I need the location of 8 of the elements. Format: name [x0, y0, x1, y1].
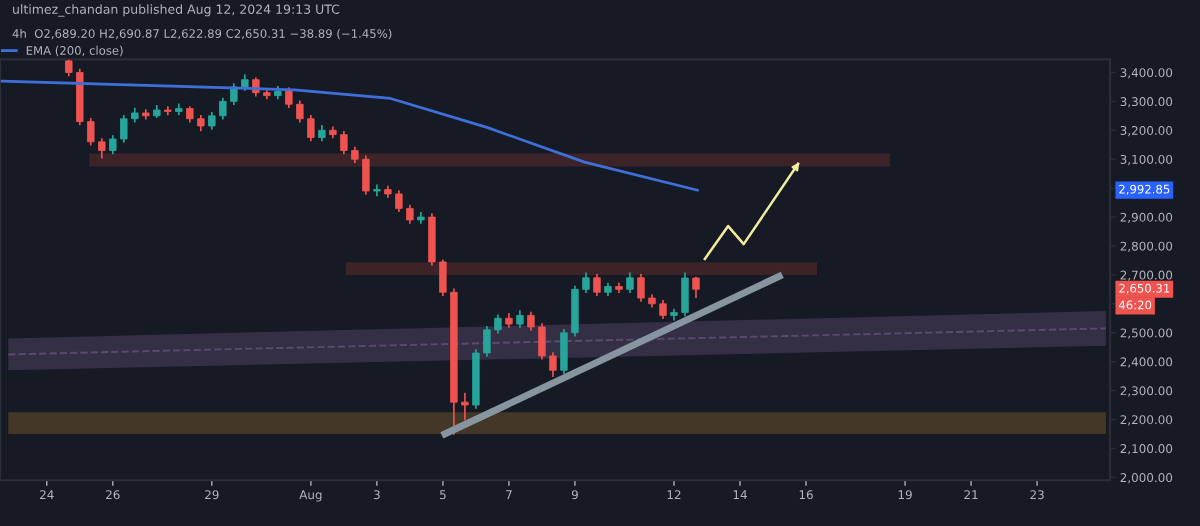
- candlestick: [142, 109, 150, 120]
- candlestick: [175, 103, 183, 116]
- candlestick: [692, 276, 700, 299]
- candlestick: [373, 184, 381, 197]
- candlestick: [164, 106, 172, 116]
- candlestick: [593, 274, 601, 296]
- line-series: [0, 79, 699, 192]
- candlestick: [626, 272, 634, 294]
